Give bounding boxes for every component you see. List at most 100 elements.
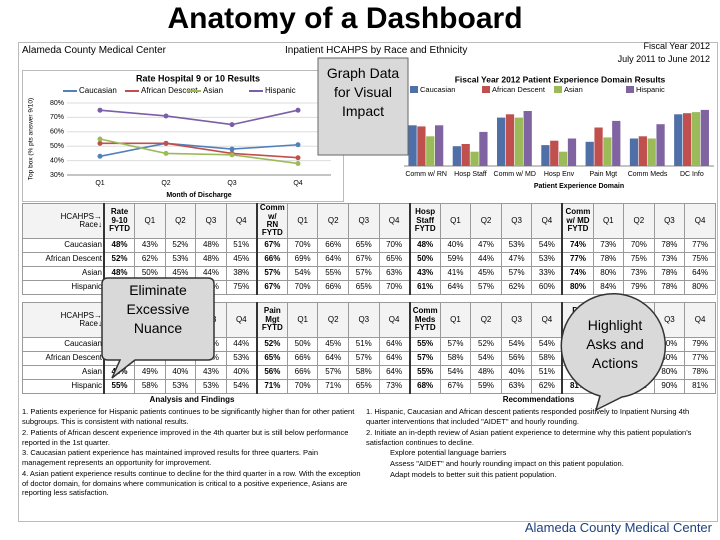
recommendation: 1. Hispanic, Caucasian and African desce… <box>366 407 690 427</box>
table-cell: 53% <box>195 379 227 394</box>
bar <box>435 125 444 166</box>
x-axis-label: Month of Discharge <box>166 192 231 199</box>
bar <box>612 120 621 166</box>
recommendations: Recommendations 1. Hispanic, Caucasian an… <box>366 395 711 481</box>
table-cell: 62% <box>500 280 533 295</box>
table-cell: 65% <box>348 280 380 295</box>
legend-swatch <box>554 86 562 93</box>
table-cell: 73% <box>378 379 411 394</box>
y-tick-label: 60% <box>50 129 64 136</box>
bar <box>505 114 515 166</box>
callout-text: Eliminate Excessive Nuance <box>126 282 190 336</box>
series-line <box>100 142 299 159</box>
legend-label: African Descent <box>141 86 198 95</box>
series-line <box>99 142 299 158</box>
column-header: Hosp Staff FYTD <box>408 203 441 239</box>
table-cell: 57% <box>470 280 502 295</box>
y-tick-label: 80% <box>50 100 64 107</box>
x-axis-label: Patient Experience Domain <box>534 183 624 190</box>
column-header: Q2 <box>470 203 502 239</box>
column-header: Q4 <box>225 203 258 239</box>
table-cell: 90% <box>653 379 686 394</box>
x-tick-label: Q3 <box>227 180 236 187</box>
legend-label: Hispanic <box>636 85 665 94</box>
header-row: HCAHPS→ Race↓ Rate 9-10 FYTD Q1 Q2 Q3 Q4 Comm … <box>22 203 716 239</box>
column-header: Q4 <box>378 302 411 338</box>
chart-title: Rate Hospital 9 or 10 Results <box>136 73 260 83</box>
bar <box>417 126 426 166</box>
column-header: Q4 <box>684 203 716 239</box>
bar <box>461 144 470 166</box>
recommendation-subitem: Assess "AIDET" and hourly rounding impac… <box>390 459 624 469</box>
period: July 2011 to June 2012 <box>617 54 710 64</box>
finding: 2. Patients of African descent experienc… <box>22 427 349 447</box>
table-cell: 68% <box>408 379 441 394</box>
column-header: Q1 <box>134 203 166 239</box>
section-title: Analysis and Findings <box>149 395 235 404</box>
point <box>295 107 301 113</box>
x-tick-label: Comm Meds <box>628 171 668 178</box>
finding: 4. Asian patient experience results cont… <box>22 468 361 498</box>
legend-label: Asian <box>203 86 223 95</box>
column-header: Q1 <box>592 203 625 239</box>
column-header: Q2 <box>623 203 655 239</box>
table-cell: 71% <box>255 379 288 394</box>
y-tick-label: 40% <box>50 157 64 164</box>
column-header: Q4 <box>531 302 563 338</box>
point <box>229 146 235 152</box>
legend-label: African Descent <box>492 85 546 94</box>
legend-label: Caucasian <box>79 86 117 95</box>
row-label: Hispanic <box>22 280 105 295</box>
bar <box>523 111 532 166</box>
legend-swatch <box>626 86 634 93</box>
bar <box>647 138 656 166</box>
organization: Alameda County Medical Center <box>22 45 166 56</box>
point <box>163 113 169 119</box>
column-header: Pain Mgt FYTD <box>255 302 288 338</box>
bar <box>629 138 639 166</box>
table-cell: 79% <box>623 280 655 295</box>
callout-box <box>101 277 215 379</box>
x-tick-label: Q1 <box>95 180 104 187</box>
finding: 3. Caucasian patient experience has main… <box>22 448 318 468</box>
column-header: Q4 <box>531 203 563 239</box>
bar <box>550 140 559 166</box>
column-header: Q3 <box>348 203 380 239</box>
bar <box>656 124 665 166</box>
fiscal-year: Fiscal Year 2012 <box>643 41 710 51</box>
recommendation: 2. Initiate an in-depth review of Asian … <box>366 427 692 447</box>
callout-box <box>560 292 667 412</box>
point <box>97 107 103 113</box>
recommendation-subitem: Explore potential language barriers <box>390 448 507 458</box>
table-cell: 58% <box>134 379 166 394</box>
row-label: Hispanic <box>22 379 105 394</box>
column-header: Q1 <box>286 302 319 338</box>
finding: 1. Patients experience for Hispanic pati… <box>22 407 355 427</box>
x-tick-label: Q2 <box>161 180 170 187</box>
series-line <box>99 109 299 126</box>
y-tick-label: 70% <box>50 114 64 121</box>
column-header: Q2 <box>164 203 197 239</box>
column-header: Comm Meds FYTD <box>408 302 441 338</box>
point <box>97 140 103 146</box>
column-header: Q3 <box>500 302 533 338</box>
table-cell: 80% <box>684 280 716 295</box>
table-cell: 81% <box>684 379 716 394</box>
bar <box>514 117 523 166</box>
callout-text: Graph Data for Visual Impact <box>326 65 400 119</box>
column-header: Comm w/ RN FYTD <box>255 203 288 239</box>
recommendation-subitem: Adapt models to better suit this patient… <box>390 469 557 479</box>
bar <box>603 137 612 166</box>
callout-text: Highlight Asks and Actions <box>586 317 644 371</box>
table-row: African Descent 52% 62% 53% 48% 45% 66% 69% 64% 6… <box>22 252 716 267</box>
bar <box>638 136 647 166</box>
column-header: Q3 <box>653 203 686 239</box>
point <box>295 160 301 166</box>
column-header: HCAHPS→ Race↓ <box>22 302 105 338</box>
bar <box>408 125 417 166</box>
x-tick-label: Comm w/ MD <box>494 171 536 178</box>
bar <box>674 114 683 166</box>
bar <box>541 145 550 166</box>
bar <box>700 109 709 166</box>
